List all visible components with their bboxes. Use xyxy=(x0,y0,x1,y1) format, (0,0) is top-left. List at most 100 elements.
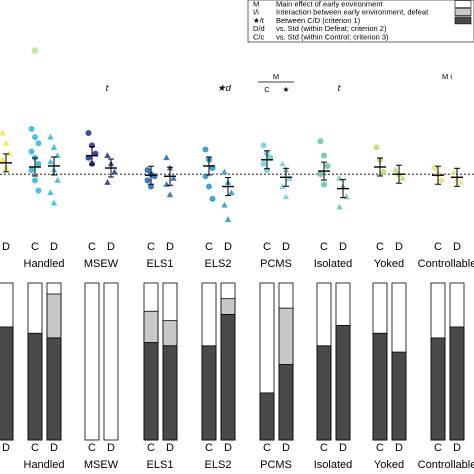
group-label: ELS2 xyxy=(205,258,232,270)
cd-label: C xyxy=(263,241,271,253)
scatter-point-d xyxy=(0,129,6,136)
outlier-point xyxy=(31,47,39,55)
scatter-point-d xyxy=(54,176,61,183)
scatter-point-c xyxy=(260,160,267,167)
scatter-point-d xyxy=(6,150,13,156)
bar-dark xyxy=(391,351,407,441)
bar-dark xyxy=(259,392,275,441)
cd-label: D xyxy=(339,442,347,454)
scatter-point-c xyxy=(260,142,267,149)
x-labels-bottom: CDCDHandledCDMSEWCDELS1CDELS2CDPCMSCDIso… xyxy=(2,442,474,471)
scatter-point-c xyxy=(35,187,42,194)
cd-label: C xyxy=(205,442,213,454)
scatter-point-d xyxy=(279,183,286,189)
cd-label: D xyxy=(395,241,403,253)
scatter-point-c xyxy=(321,181,327,188)
scatter-point-c xyxy=(144,177,151,184)
scatter-point-d xyxy=(392,166,399,173)
cd-label: D xyxy=(2,241,10,253)
legend-key: I/i xyxy=(253,8,259,17)
scatter-point-d xyxy=(457,179,464,185)
group-label: Controllable xyxy=(418,258,474,270)
bar-dark xyxy=(143,342,159,441)
scatter-point-d xyxy=(47,189,54,196)
scatter-point-d xyxy=(228,189,235,196)
scatter-point-c xyxy=(373,144,380,151)
cd-label: D xyxy=(453,442,461,454)
scatter-point-d xyxy=(47,133,54,140)
legend-text: Main effect of early environment xyxy=(276,0,383,9)
cd-label: C xyxy=(88,241,96,253)
annot-label: C xyxy=(264,85,270,94)
cd-label: C xyxy=(263,442,271,454)
legend-text: Interaction between early environment, d… xyxy=(276,8,429,17)
x-labels-top: CDCDHandledCDMSEWCDELS1CDELS2CDPCMSCDIso… xyxy=(2,241,474,270)
bar-dark xyxy=(372,332,388,441)
bar-dark xyxy=(0,326,14,441)
scatter-point-d xyxy=(343,193,350,200)
scatter-point-d xyxy=(170,174,177,181)
cd-label: D xyxy=(339,241,347,253)
cd-label: C xyxy=(88,442,96,454)
scatter-point-c xyxy=(317,138,324,145)
scatter-point-d xyxy=(336,203,343,210)
scatter-point-d xyxy=(163,154,170,161)
cd-label: D xyxy=(453,241,461,253)
cd-label: C xyxy=(31,241,39,253)
legend-text: vs. Std (within Defeat; criterion 2) xyxy=(276,24,387,33)
cd-label: D xyxy=(282,241,290,253)
cd-label: D xyxy=(50,442,58,454)
scatter-point-d xyxy=(221,201,228,208)
bar-light xyxy=(46,293,62,339)
scatter-point-c xyxy=(32,177,38,184)
scatter-point-c xyxy=(144,167,151,174)
legend-key: ★/t xyxy=(253,16,265,25)
bar-dark xyxy=(46,337,62,441)
cd-label: C xyxy=(434,442,442,454)
group-label: Handled xyxy=(24,459,65,471)
legend-swatch xyxy=(454,0,472,8)
bar-light xyxy=(162,320,178,347)
group-label: Controllable xyxy=(418,459,474,471)
scatter-point-d xyxy=(224,216,232,222)
scatter-point-d xyxy=(0,156,6,163)
bar-white xyxy=(103,282,119,441)
cd-label: C xyxy=(147,241,155,253)
scatter-point-c xyxy=(317,171,324,178)
scatter-point-c xyxy=(35,160,42,167)
scatter-point-c xyxy=(35,140,42,147)
cd-label: C xyxy=(320,241,328,253)
scatter-point-d xyxy=(104,179,111,185)
group-label: Handled xyxy=(24,258,65,270)
legend-box xyxy=(247,0,474,43)
scatter-panel: t ★d t MC ★ M i xyxy=(0,47,474,222)
group-label: ELS1 xyxy=(147,459,174,471)
scatter-point-d xyxy=(163,181,170,187)
scatter-point-c xyxy=(202,173,209,180)
cd-label: D xyxy=(166,442,174,454)
cd-label: C xyxy=(31,442,39,454)
cd-label: D xyxy=(224,442,232,454)
group-label: ELS2 xyxy=(205,459,232,471)
cd-label: D xyxy=(107,241,115,253)
bar-light xyxy=(220,298,236,315)
cd-label: C xyxy=(205,241,213,253)
bar-white xyxy=(84,282,100,441)
annot-label: ★ xyxy=(283,85,290,94)
scatter-point-d xyxy=(50,199,58,206)
legend-key: C/c xyxy=(253,32,265,41)
group-label: MSEW xyxy=(84,258,119,270)
group-label: PCMS xyxy=(260,258,292,270)
legend-swatch xyxy=(454,16,472,25)
scatter-point-c xyxy=(380,169,387,176)
legend-swatch xyxy=(454,8,472,16)
bar-dark xyxy=(335,324,351,441)
cd-label: D xyxy=(166,241,174,253)
scatter-point-c xyxy=(209,195,216,202)
bar-dark xyxy=(162,345,178,441)
scatter-point-c xyxy=(202,146,209,153)
bar-light xyxy=(143,310,159,344)
cd-label: D xyxy=(395,442,403,454)
scatter-point-c xyxy=(148,183,154,190)
